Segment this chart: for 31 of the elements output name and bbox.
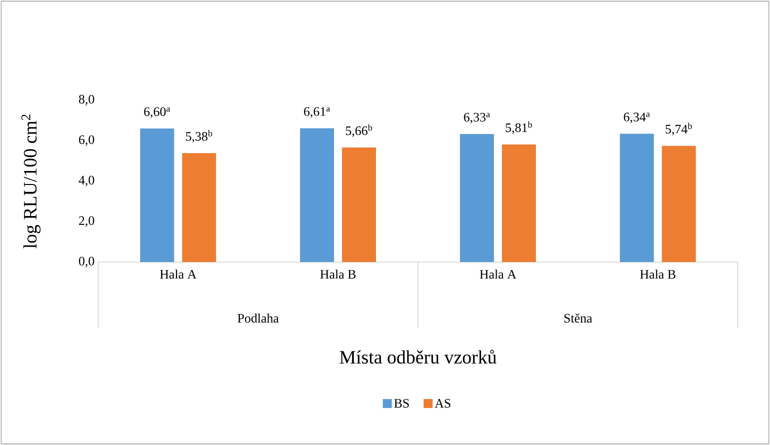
text: Stěna bbox=[564, 313, 592, 323]
y-tick-label: 8,0 bbox=[78, 94, 94, 106]
bar bbox=[342, 147, 376, 262]
data-label: 6,60$^{a}$ bbox=[144, 107, 170, 118]
data-label: 6,34$^{a}$ bbox=[624, 112, 650, 124]
data-label: 5,38$^{b}$ bbox=[186, 130, 212, 143]
data-label: 6,33$^{a}$ bbox=[464, 112, 490, 124]
data-label: 5,74$^{b}$ bbox=[666, 122, 692, 136]
bar bbox=[140, 128, 174, 262]
y-tick-label: 4,0 bbox=[78, 176, 94, 186]
y-tick-label: 0,0 bbox=[78, 256, 94, 268]
bar bbox=[620, 134, 654, 262]
x-tick-label: Hala A bbox=[160, 269, 197, 279]
bar bbox=[502, 144, 536, 262]
legend-label: AS bbox=[434, 398, 450, 408]
bar bbox=[182, 153, 216, 262]
data-label: 6,61$^{a}$ bbox=[304, 107, 330, 118]
bar bbox=[460, 134, 494, 262]
x-tick-label: Hala B bbox=[640, 269, 676, 279]
y-tick-label: 6,0 bbox=[79, 135, 94, 146]
x-tick-label: Hala A bbox=[480, 269, 516, 279]
x-tick-label: Hala B bbox=[320, 269, 356, 279]
y-axis-title: log RLU/100 cm$^{2}$ bbox=[21, 114, 41, 248]
x-axis-title: Místa odběru vzorků bbox=[340, 350, 496, 364]
y-tick-label: 2,0 bbox=[79, 216, 94, 227]
data-label: 5,66$^{b}$ bbox=[346, 124, 372, 137]
bar bbox=[662, 146, 696, 262]
legend-label: BS bbox=[394, 398, 409, 408]
text: Podlaha bbox=[238, 313, 279, 322]
bar bbox=[300, 128, 334, 262]
data-label: 5,81$^{b}$ bbox=[506, 121, 532, 134]
